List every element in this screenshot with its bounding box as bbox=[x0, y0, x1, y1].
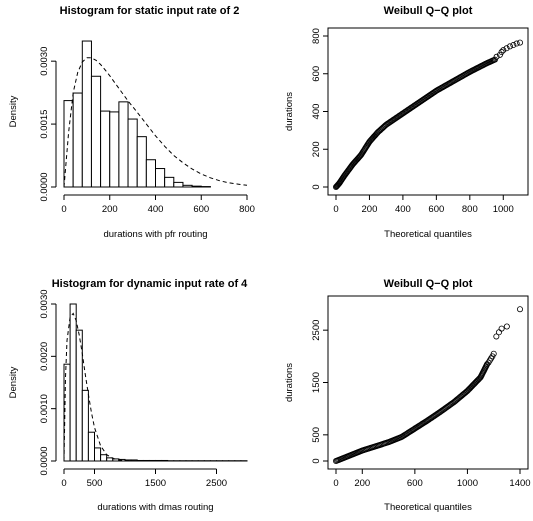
x-tick-label: 0 bbox=[61, 478, 66, 489]
y-tick-label: 0.0030 bbox=[39, 289, 50, 318]
y-tick-label: 200 bbox=[311, 141, 322, 157]
x-axis-label: Theoretical quantiles bbox=[384, 229, 472, 240]
panel-4: Weibull Q−Q plot 0 500 1500 2500 0 200 600 1000 1… bbox=[284, 278, 531, 513]
hist-bar bbox=[145, 159, 157, 188]
y-tick-label: 2500 bbox=[311, 320, 322, 341]
panel-3: Histogram for dynamic input rate of 40.0… bbox=[8, 278, 248, 513]
hist-bar bbox=[100, 454, 108, 462]
qq-point bbox=[498, 49, 505, 56]
density-curve bbox=[63, 312, 247, 462]
x-tick-label: 2500 bbox=[206, 478, 227, 489]
qq-point bbox=[493, 333, 500, 340]
qq-point bbox=[503, 45, 510, 52]
x-tick-label: 0 bbox=[333, 204, 338, 215]
x-tick-label: 0 bbox=[333, 478, 338, 489]
qq-point bbox=[503, 323, 510, 330]
hist-bar bbox=[87, 431, 96, 462]
qq-point bbox=[500, 47, 507, 54]
x-tick-label: 400 bbox=[395, 204, 411, 215]
hist-bar bbox=[90, 75, 102, 188]
y-axis-label: Density bbox=[8, 366, 19, 398]
qq-point bbox=[517, 306, 524, 313]
y-tick-label: 600 bbox=[311, 66, 322, 82]
qq-point bbox=[493, 53, 500, 60]
y-axis-label: Density bbox=[8, 95, 19, 127]
hist-bar bbox=[112, 458, 120, 462]
x-tick-label: 1400 bbox=[509, 478, 530, 489]
x-axis-label: durations with pfr routing bbox=[103, 229, 207, 240]
x-tick-label: 800 bbox=[462, 204, 478, 215]
chart-title: Weibull Q−Q plot bbox=[384, 5, 473, 17]
hist-bar bbox=[191, 185, 202, 188]
x-tick-label: 1500 bbox=[145, 478, 166, 489]
x-tick-label: 800 bbox=[239, 204, 255, 215]
qq-point bbox=[495, 329, 502, 336]
y-tick-label: 400 bbox=[311, 104, 322, 120]
hist-bar bbox=[136, 136, 147, 188]
hist-bar bbox=[118, 101, 129, 188]
hist-bar bbox=[155, 168, 166, 188]
x-axis-label: durations with dmas routing bbox=[97, 502, 213, 513]
hist-bar bbox=[164, 176, 175, 188]
y-tick-label: 500 bbox=[311, 427, 322, 443]
hist-bar bbox=[81, 389, 89, 462]
y-tick-label: 0.0000 bbox=[39, 446, 50, 475]
x-axis-label: Theoretical quantiles bbox=[384, 502, 472, 513]
hist-bar bbox=[94, 447, 102, 462]
qq-point bbox=[506, 43, 513, 50]
panel-2: Weibull Q−Q plot 0 200 400 600 800 0 200 400 600 8… bbox=[284, 5, 529, 240]
hist-bar bbox=[182, 184, 193, 188]
plot-frame bbox=[327, 295, 529, 470]
x-tick-label: 600 bbox=[193, 204, 209, 215]
hist-bar bbox=[69, 303, 77, 462]
y-tick-label: 0.0030 bbox=[39, 47, 50, 76]
y-tick-label: 0.0020 bbox=[39, 342, 50, 371]
y-tick-label: 0.0010 bbox=[39, 394, 50, 423]
x-tick-label: 200 bbox=[362, 204, 378, 215]
hist-bar bbox=[81, 40, 92, 188]
hist-bar bbox=[75, 329, 83, 462]
qq-point bbox=[490, 350, 497, 357]
chart-title: Histogram for static input rate of 2 bbox=[60, 5, 240, 17]
x-tick-label: 0 bbox=[61, 204, 66, 215]
x-tick-label: 200 bbox=[102, 204, 118, 215]
x-tick-label: 1000 bbox=[493, 204, 514, 215]
hist-bar bbox=[109, 111, 120, 188]
y-tick-label: 0 bbox=[311, 184, 322, 189]
y-tick-label: 1500 bbox=[311, 372, 322, 393]
x-tick-label: 600 bbox=[428, 204, 444, 215]
x-tick-label: 600 bbox=[407, 478, 423, 489]
chart-title: Histogram for dynamic input rate of 4 bbox=[52, 278, 248, 290]
qq-point bbox=[517, 39, 524, 46]
panel-1: Histogram for static input rate of 2 0.00… bbox=[8, 5, 255, 240]
y-axis-label: durations bbox=[284, 92, 295, 131]
x-tick-label: 1000 bbox=[457, 478, 478, 489]
y-tick-label: 0.0000 bbox=[39, 172, 50, 201]
x-tick-label: 500 bbox=[87, 478, 103, 489]
qq-point bbox=[513, 40, 520, 47]
x-tick-label: 200 bbox=[354, 478, 370, 489]
qq-point bbox=[498, 325, 505, 332]
chart-title: Weibull Q−Q plot bbox=[384, 278, 473, 290]
hist-bar bbox=[127, 118, 138, 188]
hist-bar bbox=[173, 181, 184, 188]
y-tick-label: 0 bbox=[311, 458, 322, 463]
hist-bar bbox=[100, 110, 111, 188]
hist-bar bbox=[72, 92, 83, 188]
hist-bar bbox=[63, 363, 71, 462]
x-tick-label: 400 bbox=[148, 204, 164, 215]
y-axis-label: durations bbox=[284, 363, 295, 402]
hist-bar bbox=[63, 100, 74, 188]
y-tick-label: 800 bbox=[311, 28, 322, 44]
y-tick-label: 0.0015 bbox=[39, 110, 50, 139]
density-curve bbox=[63, 57, 248, 188]
qq-point bbox=[510, 42, 517, 49]
